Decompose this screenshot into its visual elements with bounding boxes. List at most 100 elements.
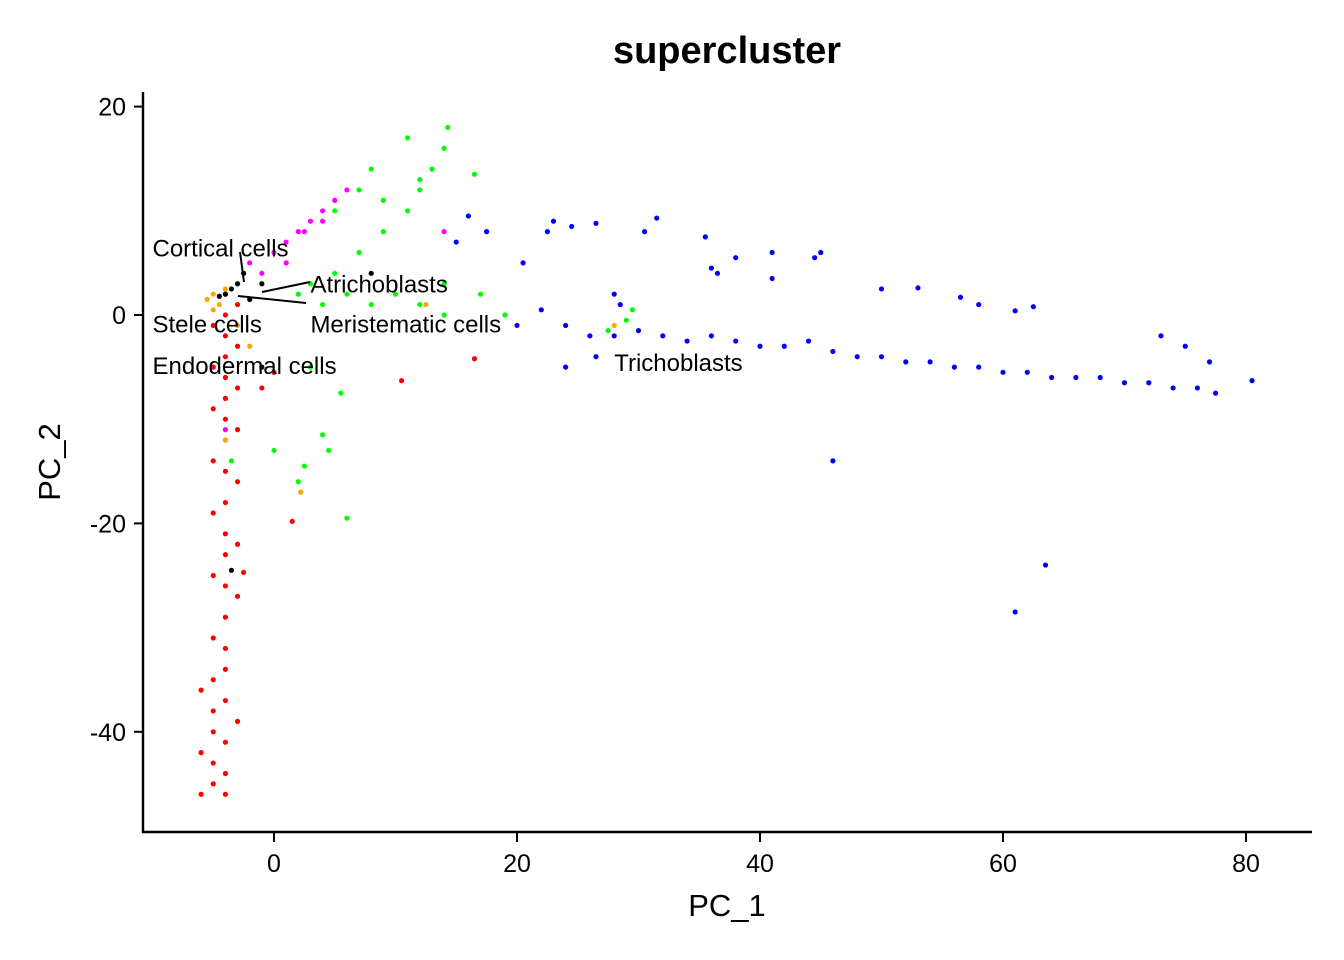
data-point	[441, 281, 447, 287]
data-point	[234, 479, 241, 485]
data-point	[368, 270, 374, 276]
data-point	[635, 328, 642, 334]
data-point	[605, 328, 611, 334]
data-point	[301, 229, 307, 235]
data-point	[1194, 385, 1200, 391]
data-point	[228, 458, 235, 464]
data-point	[453, 239, 459, 245]
x-tick-label: 0	[267, 850, 281, 878]
data-point	[392, 291, 399, 297]
data-point	[247, 343, 253, 349]
data-point	[878, 286, 885, 292]
x-axis-ticks: 0 20 40 60 80	[267, 833, 1260, 878]
y-tick-label: -40	[90, 719, 126, 747]
data-point	[1213, 390, 1219, 396]
data-point	[222, 416, 228, 422]
data-point	[320, 301, 326, 308]
data-points	[198, 124, 1255, 797]
data-point	[356, 187, 362, 193]
data-point	[441, 312, 447, 318]
data-point	[405, 208, 411, 214]
data-point	[222, 286, 228, 292]
data-point	[1170, 385, 1176, 391]
data-point	[222, 437, 228, 443]
data-point	[1249, 378, 1255, 384]
data-point	[976, 364, 982, 370]
data-point	[259, 364, 265, 370]
cluster-label: Meristematic cells	[310, 311, 501, 338]
data-point	[222, 666, 228, 672]
data-point	[587, 333, 593, 339]
series-endodermal-cells	[198, 291, 478, 797]
data-point	[538, 307, 544, 313]
data-point	[228, 286, 235, 292]
data-point	[271, 249, 277, 256]
x-tick-label: 20	[503, 850, 531, 878]
data-point	[812, 255, 818, 261]
data-point	[247, 260, 253, 266]
data-point	[198, 791, 204, 797]
data-point	[210, 708, 216, 714]
data-point	[465, 213, 471, 219]
data-point	[338, 390, 344, 396]
x-tick-label: 40	[746, 850, 774, 878]
data-point	[380, 197, 386, 203]
data-point	[957, 294, 964, 300]
chart-title: supercluster	[613, 30, 841, 72]
data-point	[222, 374, 228, 381]
data-point	[198, 750, 204, 756]
data-point	[1121, 380, 1128, 386]
data-point	[259, 281, 265, 287]
data-point	[210, 291, 216, 297]
data-point	[563, 364, 569, 370]
data-point	[210, 510, 216, 516]
data-point	[283, 239, 289, 245]
data-point	[1146, 380, 1152, 386]
data-point	[332, 197, 338, 203]
data-point	[1030, 304, 1036, 310]
data-point	[210, 729, 216, 735]
data-point	[295, 229, 301, 235]
data-point	[417, 301, 423, 308]
data-point	[222, 468, 228, 474]
data-point	[222, 791, 228, 797]
data-point	[234, 718, 241, 724]
data-point	[344, 187, 350, 193]
data-point	[228, 567, 235, 573]
data-point	[514, 322, 520, 329]
cluster-label: Endodermal cells	[153, 353, 337, 380]
data-point	[234, 427, 241, 433]
leader-line	[237, 295, 307, 304]
data-point	[216, 301, 222, 308]
data-point	[398, 378, 405, 384]
data-point	[289, 518, 295, 524]
data-point	[629, 307, 636, 313]
y-tick-label: -20	[90, 510, 126, 538]
data-point	[1049, 374, 1055, 381]
data-point	[222, 291, 228, 297]
data-point	[222, 739, 228, 745]
data-point	[307, 218, 314, 224]
data-point	[320, 208, 326, 214]
data-point	[234, 541, 241, 547]
data-point	[1012, 308, 1018, 314]
data-point	[976, 301, 982, 308]
series-trichoblasts	[453, 213, 1255, 615]
data-point	[641, 229, 648, 235]
data-point	[216, 293, 222, 299]
data-point	[210, 364, 216, 370]
data-point	[234, 385, 241, 391]
data-point	[380, 229, 386, 235]
data-point	[332, 270, 338, 276]
data-point	[271, 369, 277, 375]
data-point	[708, 265, 715, 271]
data-point	[234, 322, 241, 329]
data-point	[617, 301, 623, 308]
data-point	[210, 635, 216, 641]
data-point	[417, 176, 423, 183]
data-point	[471, 356, 478, 362]
data-point	[654, 215, 660, 221]
data-point	[271, 447, 277, 454]
data-point	[222, 614, 228, 620]
data-point	[210, 760, 216, 766]
